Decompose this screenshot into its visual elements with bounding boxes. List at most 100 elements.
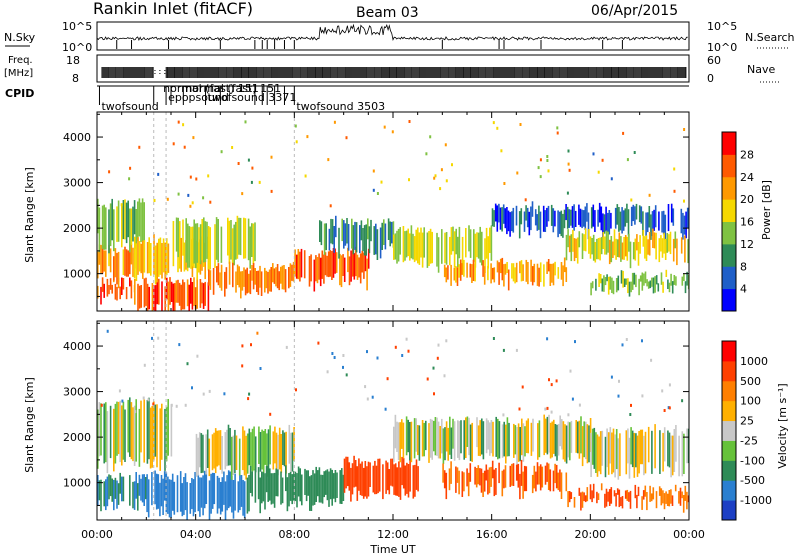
heatmap-cell <box>633 272 636 285</box>
heatmap-cell <box>405 337 408 341</box>
heatmap-cell <box>432 366 435 370</box>
heatmap-cell <box>496 205 499 232</box>
heatmap-cell <box>434 174 437 178</box>
heatmap-cell <box>324 252 327 276</box>
heatmap-cell <box>124 199 126 240</box>
heatmap-cell <box>461 236 464 273</box>
heatmap-cell <box>127 200 129 238</box>
heatmap-cell <box>100 244 102 274</box>
heatmap-cell <box>517 423 520 462</box>
heatmap-cell <box>431 231 433 264</box>
colorbar-segment <box>722 400 736 422</box>
heatmap-cell <box>250 432 252 471</box>
heatmap-cell <box>492 121 495 125</box>
heatmap-cell <box>645 235 648 261</box>
heatmap-cell <box>119 472 121 494</box>
heatmap-cell <box>600 206 603 231</box>
heatmap-cell <box>471 264 473 283</box>
heatmap-cell <box>227 424 230 466</box>
heatmap-cell <box>417 466 419 492</box>
heatmap-cell <box>420 227 422 258</box>
heatmap-cell <box>521 418 523 456</box>
heatmap-cell <box>554 261 556 276</box>
heatmap-cell <box>683 273 685 281</box>
heatmap-cell <box>686 271 688 286</box>
heatmap-cell <box>170 281 173 302</box>
heatmap-cell <box>522 264 524 281</box>
heatmap-cell <box>565 472 568 492</box>
heatmap-cell <box>120 203 123 207</box>
heatmap-cell <box>519 427 521 462</box>
heatmap-cell <box>229 428 231 466</box>
heatmap-cell <box>686 207 689 228</box>
heatmap-cell <box>319 257 322 287</box>
heatmap-cell <box>680 237 683 254</box>
heatmap-cell <box>623 278 626 287</box>
heatmap-cell <box>654 276 656 293</box>
heatmap-cell <box>124 246 126 276</box>
heatmap-cell <box>618 207 620 232</box>
heatmap-cell <box>549 422 552 459</box>
heatmap-cell <box>655 232 657 260</box>
heatmap-cell <box>253 426 255 471</box>
heatmap-cell <box>352 225 355 255</box>
heatmap-cell <box>288 473 290 507</box>
heatmap-cell <box>583 492 585 502</box>
heatmap-cell <box>638 278 640 296</box>
heatmap-cell <box>683 215 686 235</box>
heatmap-cell <box>183 477 185 515</box>
heatmap-cell <box>618 232 621 258</box>
heatmap-cell <box>339 253 341 286</box>
heatmap-cell <box>127 250 129 277</box>
heatmap-cell <box>671 495 674 506</box>
heatmap-cell <box>586 424 589 464</box>
heatmap-cell <box>552 470 555 492</box>
heatmap-cell <box>650 493 653 502</box>
heatmap-cell <box>468 225 470 252</box>
heatmap-cell <box>190 226 192 269</box>
heatmap-cell <box>496 260 499 273</box>
heatmap-cell <box>106 278 109 297</box>
heatmap-cell <box>204 221 207 263</box>
heatmap-cell <box>644 485 647 497</box>
heatmap-cell <box>621 242 624 260</box>
heatmap-cell <box>434 417 437 456</box>
heatmap-cell <box>604 436 607 478</box>
heatmap-cell <box>449 236 451 266</box>
heatmap-cell <box>607 491 609 502</box>
heatmap-cell <box>622 131 625 135</box>
heatmap-cell <box>133 405 136 466</box>
heatmap-cell <box>601 158 604 162</box>
heatmap-cell <box>412 465 415 499</box>
heatmap-cell <box>164 408 166 471</box>
heatmap-cell <box>226 429 228 467</box>
heatmap-cell <box>681 399 684 403</box>
heatmap-cell <box>151 336 153 340</box>
heatmap-cell <box>520 459 523 486</box>
nave-label: Nave <box>747 63 775 76</box>
heatmap-cell <box>135 472 137 499</box>
heatmap-cell <box>159 237 162 275</box>
heatmap-cell <box>143 363 146 367</box>
heatmap-cell <box>143 474 145 506</box>
nave-tick-top: 60 <box>707 54 721 67</box>
heatmap-cell <box>155 473 158 510</box>
heatmap-cell <box>195 433 198 477</box>
heatmap-cell <box>220 264 223 291</box>
heatmap-cell <box>240 271 242 299</box>
heatmap-cell <box>408 178 410 182</box>
y-tick-label: 2000 <box>63 431 91 444</box>
heatmap-cell <box>146 474 148 513</box>
heatmap-cell <box>477 465 480 485</box>
heatmap-cell <box>390 458 392 486</box>
heatmap-cell <box>351 248 354 277</box>
heatmap-cell <box>186 279 189 307</box>
heatmap-cell <box>633 432 636 478</box>
heatmap-cell <box>608 239 611 265</box>
heatmap-cell <box>256 331 259 335</box>
heatmap-cell <box>345 456 347 489</box>
heatmap-cell <box>520 208 523 225</box>
heatmap-cell <box>445 179 448 183</box>
heatmap-cell <box>683 199 685 203</box>
heatmap-cell <box>156 404 158 468</box>
